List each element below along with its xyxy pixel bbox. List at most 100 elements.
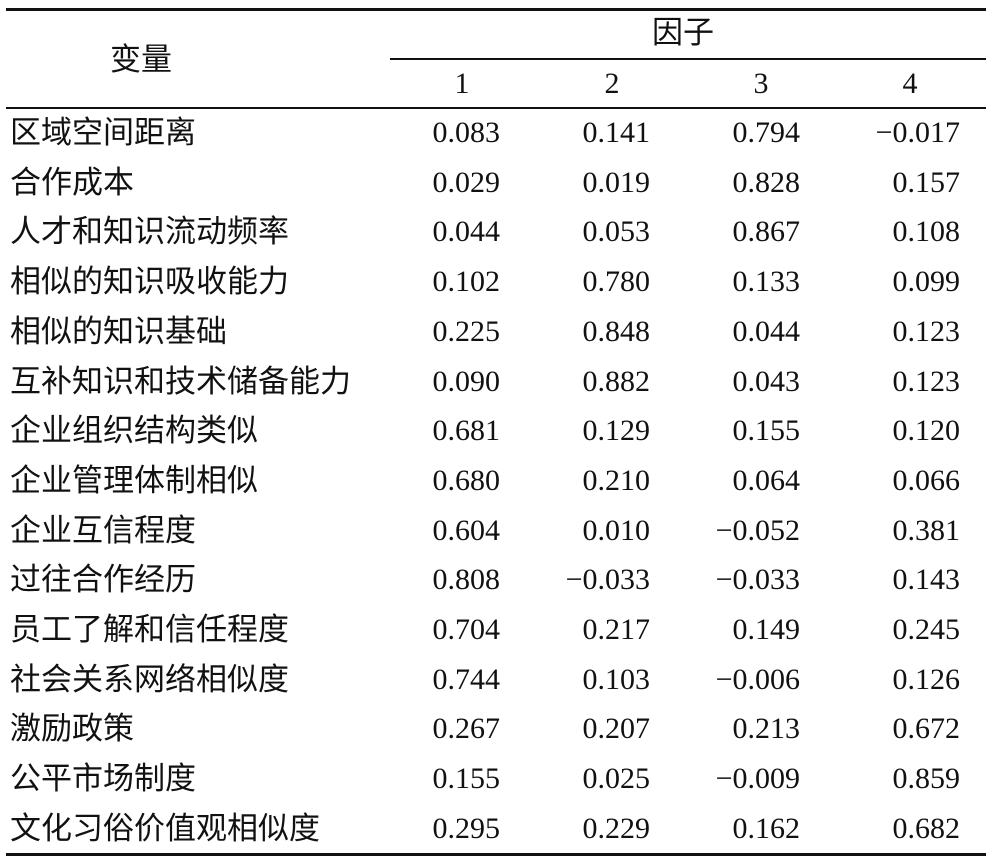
table-row: 公平市场制度 0.155 0.025 −0.009 0.859	[0, 755, 992, 805]
factor-1-loading-cell: 0.704	[432, 613, 501, 646]
table-row: 互补知识和技术储备能力 0.090 0.882 0.043 0.123	[0, 358, 992, 408]
variable-name-cell: 企业管理体制相似	[10, 462, 258, 499]
factor-3-loading-cell: −0.052	[715, 513, 800, 547]
table-row: 人才和知识流动频率 0.044 0.053 0.867 0.108	[0, 208, 992, 258]
variable-name-cell: 互补知识和技术储备能力	[10, 363, 351, 400]
factor-3-loading-cell: 0.162	[732, 811, 801, 845]
factor-3-loading-cell: −0.033	[715, 563, 800, 597]
factor-3-loading-cell: −0.009	[715, 762, 800, 796]
factor-3-loading-cell: 0.043	[732, 364, 801, 398]
factor-3-loading-cell: 0.133	[732, 265, 801, 299]
table-row: 合作成本 0.029 0.019 0.828 0.157	[0, 159, 992, 209]
factor-3-loading-cell: 0.867	[732, 215, 801, 249]
factor-4-loading-cell: 0.682	[892, 811, 961, 845]
factor-3-loading-cell: 0.213	[732, 712, 801, 746]
factor-group-header: 因子	[652, 15, 714, 51]
factor-3-loading-cell: 0.155	[732, 414, 801, 448]
table-row: 激励政策 0.267 0.207 0.213 0.672	[0, 705, 992, 755]
table-row: 社会关系网络相似度 0.744 0.103 −0.006 0.126	[0, 656, 992, 706]
table-row: 文化习俗价值观相似度 0.295 0.229 0.162 0.682	[0, 805, 992, 855]
factor-1-loading-cell: 0.155	[432, 762, 501, 796]
factor-1-header: 1	[454, 67, 470, 100]
variable-name-cell: 企业组织结构类似	[10, 413, 258, 450]
table-row: 企业管理体制相似 0.680 0.210 0.064 0.066	[0, 457, 992, 507]
table-top-rule	[6, 8, 986, 11]
variable-name-cell: 区域空间距离	[10, 115, 196, 151]
factor-4-loading-cell: 0.126	[892, 662, 961, 696]
factor-4-loading-cell: 0.123	[892, 364, 961, 398]
factor-4-loading-cell: 0.066	[892, 463, 961, 497]
factor-4-loading-cell: −0.017	[875, 116, 960, 149]
factor-1-loading-cell: 0.295	[432, 811, 501, 845]
variable-name-cell: 过往合作经历	[10, 562, 196, 599]
factor-4-loading-cell: 0.120	[892, 414, 961, 448]
table-row: 员工了解和信任程度 0.704 0.217 0.149 0.245	[0, 606, 992, 656]
variable-name-cell: 公平市场制度	[10, 761, 196, 798]
table-row: 过往合作经历 0.808 −0.033 −0.033 0.143	[0, 556, 992, 606]
factor-2-header: 2	[604, 67, 620, 100]
factor-4-loading-cell: 0.099	[892, 265, 961, 299]
factor-1-loading-cell: 0.604	[432, 513, 501, 547]
factor-2-loading-cell: 0.210	[582, 463, 651, 497]
factor-2-loading-cell: 0.053	[582, 215, 651, 249]
factor-1-loading-cell: 0.090	[432, 364, 501, 398]
variable-name-cell: 合作成本	[10, 164, 134, 201]
factor-1-loading-cell: 0.044	[432, 215, 501, 249]
factor-2-loading-cell: 0.010	[582, 513, 651, 547]
factor-1-loading-cell: 0.267	[432, 712, 501, 746]
factor-3-loading-cell: 0.794	[732, 116, 801, 149]
variable-name-cell: 相似的知识基础	[10, 313, 227, 350]
variable-name-cell: 人才和知识流动频率	[10, 214, 289, 251]
factor-3-loading-cell: 0.064	[732, 463, 801, 497]
factor-4-loading-cell: 0.108	[892, 215, 961, 249]
variable-name-cell: 员工了解和信任程度	[10, 612, 289, 648]
factor-2-loading-cell: 0.848	[582, 314, 651, 348]
factor-4-loading-cell: 0.245	[892, 613, 961, 646]
factor-2-loading-cell: 0.229	[582, 811, 651, 845]
table-row: 企业互信程度 0.604 0.010 −0.052 0.381	[0, 507, 992, 557]
table-bottom-rule	[6, 853, 986, 856]
factor-1-loading-cell: 0.029	[432, 165, 501, 199]
variable-name-cell: 文化习俗价值观相似度	[10, 810, 320, 847]
factor-4-loading-cell: 0.381	[892, 513, 961, 547]
factor-3-loading-cell: 0.149	[732, 613, 801, 646]
factor-1-loading-cell: 0.680	[432, 463, 501, 497]
factor-2-loading-cell: 0.780	[582, 265, 651, 299]
variable-name-cell: 激励政策	[10, 711, 134, 748]
factor-4-loading-cell: 0.157	[892, 165, 961, 199]
factor-4-loading-cell: 0.859	[892, 762, 961, 796]
header-bottom-rule	[6, 107, 986, 109]
variable-name-cell: 企业互信程度	[10, 512, 196, 549]
factor-3-loading-cell: −0.006	[715, 662, 800, 696]
factor-1-loading-cell: 0.225	[432, 314, 501, 348]
factor-1-loading-cell: 0.808	[432, 563, 501, 597]
factor-2-loading-cell: 0.207	[582, 712, 651, 746]
factor-1-loading-cell: 0.744	[432, 662, 501, 696]
factor-4-loading-cell: 0.123	[892, 314, 961, 348]
variable-name-cell: 社会关系网络相似度	[10, 661, 289, 698]
factor-1-loading-cell: 0.083	[432, 116, 501, 149]
factor-2-loading-cell: 0.882	[582, 364, 651, 398]
factor-4-loading-cell: 0.143	[892, 563, 961, 597]
factor-1-loading-cell: 0.102	[432, 265, 501, 299]
factor-4-loading-cell: 0.672	[892, 712, 961, 746]
factor-2-loading-cell: 0.103	[582, 662, 651, 696]
factor-3-loading-cell: 0.044	[732, 314, 801, 348]
factor-2-loading-cell: 0.141	[582, 116, 651, 149]
factor-3-header: 3	[753, 67, 769, 100]
factor-1-loading-cell: 0.681	[432, 414, 501, 448]
factor-2-loading-cell: 0.019	[582, 165, 651, 199]
factor-2-loading-cell: 0.129	[582, 414, 651, 448]
table-row: 企业组织结构类似 0.681 0.129 0.155 0.120	[0, 407, 992, 457]
factor-4-header: 4	[902, 67, 918, 100]
table-row: 相似的知识吸收能力 0.102 0.780 0.133 0.099	[0, 258, 992, 308]
variable-name-cell: 相似的知识吸收能力	[10, 264, 289, 301]
factor-2-loading-cell: −0.033	[565, 563, 650, 597]
factor-2-loading-cell: 0.025	[582, 762, 651, 796]
variable-column-header: 变量	[110, 42, 172, 78]
table-row: 区域空间距离 0.083 0.141 0.794 −0.017	[0, 109, 992, 159]
table-row: 相似的知识基础 0.225 0.848 0.044 0.123	[0, 308, 992, 358]
factor-2-loading-cell: 0.217	[582, 613, 651, 646]
factor-3-loading-cell: 0.828	[732, 165, 801, 199]
factor-header-rule	[390, 58, 986, 60]
